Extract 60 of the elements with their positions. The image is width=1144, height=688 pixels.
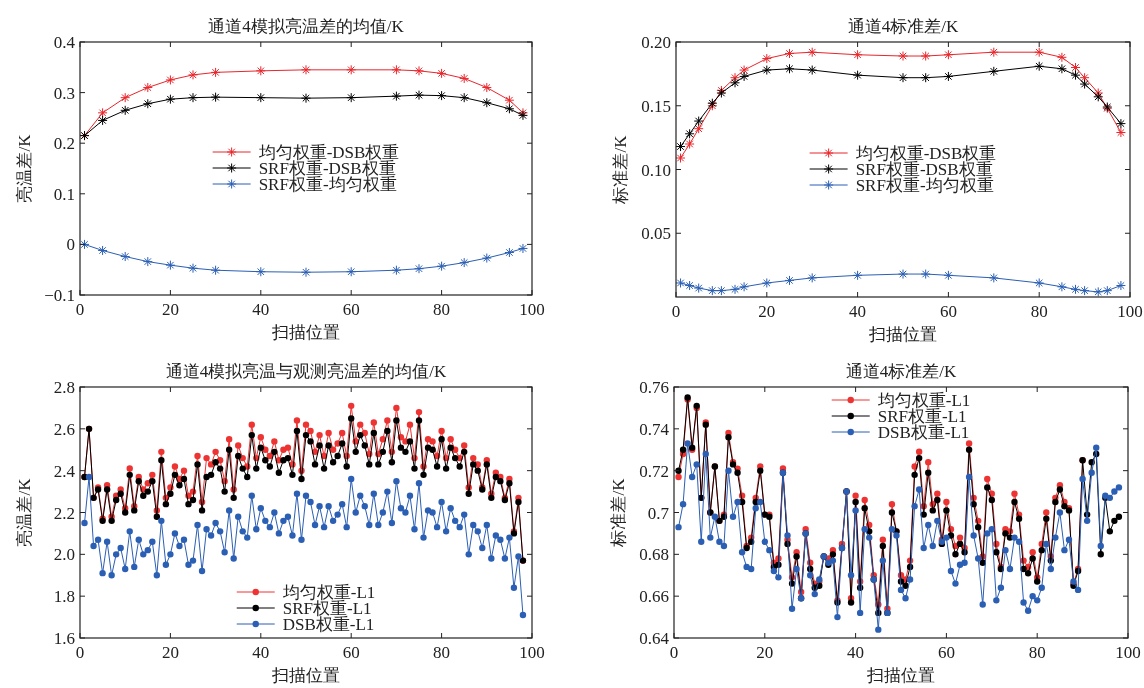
y-tick-label: 2.6 (53, 419, 75, 439)
y-tick-label: 0.68 (639, 545, 669, 565)
y-tick-label: 0.20 (641, 33, 671, 52)
y-tick-label: 1.6 (53, 629, 75, 648)
x-tick-label: 100 (1117, 302, 1143, 321)
y-axis-title: 亮温差/K (15, 133, 34, 203)
y-axis-title: 亮温差/K (15, 477, 34, 547)
y-tick-label: 1.8 (53, 587, 75, 607)
y-tick-label: 0.64 (639, 629, 670, 648)
y-tick-label: 0.74 (639, 419, 670, 439)
x-tick-label: 80 (433, 300, 451, 319)
x-tick-label: 40 (847, 643, 865, 662)
legend-label: DSB权重-L1 (282, 615, 375, 634)
x-tick-label: 40 (849, 302, 867, 321)
y-tick-label: 2.0 (53, 545, 75, 565)
x-tick-label: 60 (939, 302, 957, 321)
y-tick-label: 0.15 (641, 96, 671, 116)
y-tick-label: 0.05 (641, 224, 671, 244)
x-tick-label: 60 (342, 643, 360, 662)
x-tick-label: 20 (758, 302, 776, 321)
x-tick-label: 100 (519, 643, 545, 662)
x-axis-title: 扫描位置 (866, 666, 935, 685)
x-tick-label: 20 (756, 643, 774, 662)
x-tick-label: 40 (252, 643, 270, 662)
legend-label: DSB权重-L1 (877, 423, 970, 442)
x-tick-label: 80 (1028, 643, 1046, 662)
chart-title: 通道4模拟亮温与观测亮温差的均值/K (165, 362, 447, 381)
y-axis-title: 标准差/K (609, 477, 628, 548)
y-tick-label: 0 (66, 235, 75, 255)
x-tick-label: 60 (342, 300, 360, 319)
y-tick-label: 0.10 (641, 160, 671, 180)
x-axis-title: 扫描位置 (271, 323, 340, 342)
x-axis-title: 扫描位置 (868, 325, 937, 344)
y-tick-label: 2.8 (53, 378, 75, 397)
x-tick-label: 60 (937, 643, 955, 662)
y-axis-title: 标准差/K (611, 134, 630, 205)
x-tick-label: 100 (519, 300, 545, 319)
x-axis-title: 扫描位置 (271, 666, 340, 685)
legend-label: SRF权重-均匀权重 (855, 176, 994, 195)
y-tick-label: 0.2 (53, 134, 75, 154)
y-tick-label: 0.72 (639, 461, 669, 481)
chart-title: 通道4模拟亮温差的均值/K (208, 17, 405, 36)
x-tick-label: 80 (1030, 302, 1048, 321)
chart-title: 通道4标准差/K (847, 17, 959, 36)
x-tick-label: 40 (252, 300, 270, 319)
x-tick-label: 20 (161, 300, 179, 319)
y-tick-label: 0.66 (639, 587, 669, 607)
chart-title: 通道4标准差/K (845, 362, 957, 381)
y-tick-label: −0.1 (44, 286, 75, 305)
x-tick-label: 80 (433, 643, 451, 662)
y-tick-label: 0.1 (53, 184, 75, 204)
y-tick-label: 0.3 (53, 83, 75, 103)
y-tick-label: 0.7 (647, 503, 670, 523)
y-tick-label: 0.76 (639, 378, 669, 397)
legend-label: SRF权重-均匀权重 (258, 175, 397, 194)
y-tick-label: 0.4 (53, 33, 76, 52)
y-tick-label: 2.2 (53, 503, 75, 523)
x-tick-label: 20 (161, 643, 179, 662)
x-tick-label: 100 (1115, 643, 1141, 662)
y-tick-label: 2.4 (53, 461, 76, 481)
